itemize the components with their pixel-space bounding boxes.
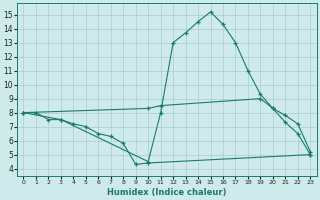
- X-axis label: Humidex (Indice chaleur): Humidex (Indice chaleur): [107, 188, 227, 197]
